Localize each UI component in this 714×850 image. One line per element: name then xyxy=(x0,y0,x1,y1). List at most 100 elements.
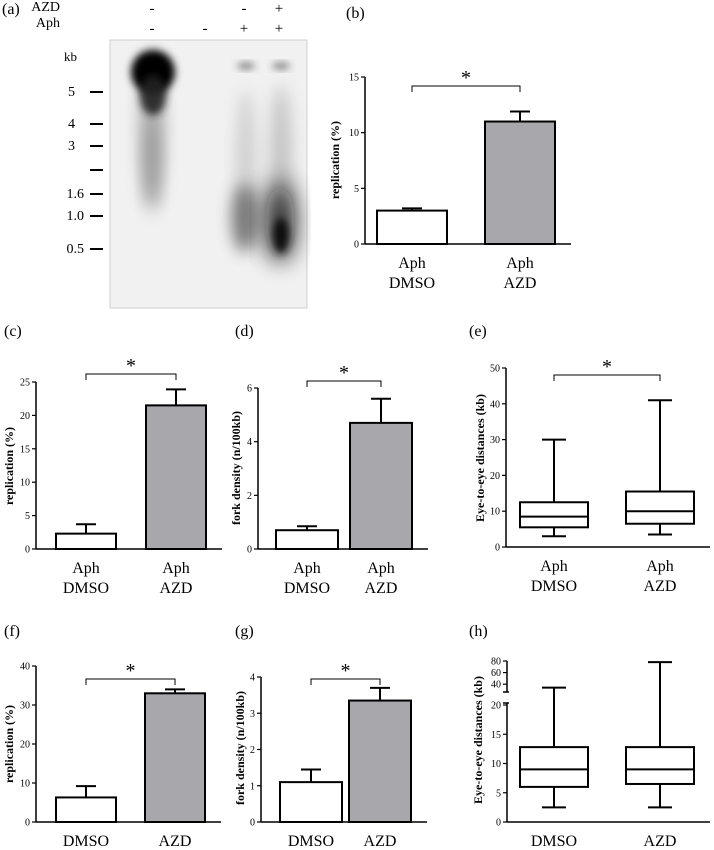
significance-bracket xyxy=(85,373,177,380)
panel-label: (c) xyxy=(4,323,22,340)
y-tick-label: 10 xyxy=(20,478,30,489)
bar xyxy=(145,404,207,550)
significance-star: * xyxy=(126,355,136,377)
y-tick-label: 40 xyxy=(20,662,30,673)
panel-label: (b) xyxy=(346,5,365,22)
y-tick-label: 30 xyxy=(20,701,30,712)
y-tick-label: 6 xyxy=(247,384,252,395)
y-tick-label: 0 xyxy=(25,818,30,829)
significance-star: * xyxy=(602,356,612,378)
y-tick-label: 60 xyxy=(491,668,501,679)
significance-star: * xyxy=(341,660,351,682)
box-iqr xyxy=(519,746,589,788)
y-tick-label: 20 xyxy=(490,471,500,482)
lane3-aph-sign: + xyxy=(240,21,248,37)
panel-a-gel-figure: (a) AZD Aph - - - - + + + kb 5 4 3 1.6 1… xyxy=(2,0,308,309)
significance-bracket xyxy=(310,678,381,685)
gel-unit-kb: kb xyxy=(64,49,77,64)
lane4-aph-sign: + xyxy=(275,21,283,37)
panel-b-replication-chart: (b) replication (%) 0 5 10 15 Aph DMSO Aph AZD * xyxy=(328,5,571,292)
y-tick-label: 3 xyxy=(250,709,255,720)
significance-bracket xyxy=(411,85,521,92)
y-axis-title: replication (%) xyxy=(2,427,16,505)
y-axis-title: replication (%) xyxy=(2,705,16,783)
x-category-label: AZD xyxy=(160,580,193,597)
panel-a-label: (a) xyxy=(2,1,20,18)
x-category-label: DMSO xyxy=(531,578,577,595)
y-tick-label: 2 xyxy=(247,491,252,502)
significance-bracket xyxy=(553,374,661,381)
box-iqr xyxy=(625,746,695,785)
y-axis-title: Eye-to-eye distances (kb) xyxy=(471,676,485,804)
panel-label: (h) xyxy=(469,623,488,640)
significance-star: * xyxy=(339,362,349,384)
panel-g-fork-density-chart: (g) fork density (n/100kb) 0 1 2 3 4 DMSO AZD * xyxy=(233,623,427,850)
significance-star: * xyxy=(126,660,136,682)
y-tick-label: 30 xyxy=(490,435,500,446)
panel-h-eye-to-eye-chart: (h) Eye-to-eye distances (kb) 0 5 10 15 20 4060… xyxy=(469,623,710,850)
bar xyxy=(55,796,117,823)
x-category-label: Aph xyxy=(162,560,190,577)
y-tick-label: 25 xyxy=(20,378,30,389)
x-category-label: Aph xyxy=(506,255,534,272)
lane2-aph-sign: - xyxy=(203,21,208,37)
y-tick-label: 50 xyxy=(490,364,500,375)
y-tick-label: 20 xyxy=(491,701,501,712)
panel-label: (d) xyxy=(235,323,254,340)
panel-label: (f) xyxy=(4,623,20,640)
x-category-label: AZD xyxy=(364,833,397,850)
significance-bracket xyxy=(85,678,176,685)
y-axis-title: fork density (n/100kb) xyxy=(233,691,247,805)
y-tick-label: 0 xyxy=(496,818,501,829)
y-tick-label: 0 xyxy=(354,240,359,251)
x-category-label: Aph xyxy=(540,558,568,575)
marker-5: 5 xyxy=(68,85,75,100)
bar xyxy=(376,209,448,246)
y-tick-label: 15 xyxy=(349,73,359,84)
x-category-label: AZD xyxy=(504,275,537,292)
marker-1-6: 1.6 xyxy=(67,187,85,202)
y-tick-label: 20 xyxy=(20,740,30,751)
box-iqr xyxy=(519,501,589,529)
box-iqr xyxy=(625,490,695,525)
panel-c-replication-chart: (c) replication (%) 0 5 10 15 20 25 Aph DMSO Aph AZ… xyxy=(2,323,222,597)
gel-row-label-aph: Aph xyxy=(36,16,60,31)
x-category-label: DMSO xyxy=(531,833,577,850)
bar xyxy=(144,692,206,823)
y-axis-title: Eye-to-eye distances (kb) xyxy=(473,394,487,522)
significance-star: * xyxy=(461,67,471,89)
y-tick-label: 15 xyxy=(491,730,501,741)
y-tick-label: 0 xyxy=(247,545,252,556)
x-category-label: DMSO xyxy=(389,275,435,292)
y-tick-label: 5 xyxy=(496,788,501,799)
panel-label: (g) xyxy=(235,623,254,640)
y-tick-label: 40 xyxy=(490,399,500,410)
y-tick-label: 10 xyxy=(349,128,359,139)
y-tick-label: 4 xyxy=(250,673,255,684)
y-tick-label: 10 xyxy=(490,507,500,518)
bar xyxy=(55,532,117,550)
x-category-label: DMSO xyxy=(288,833,334,850)
marker-4: 4 xyxy=(68,117,75,132)
bar xyxy=(348,699,412,823)
y-tick-label: 4 xyxy=(247,437,252,448)
lane1-aph-sign: - xyxy=(150,21,155,37)
x-category-label: AZD xyxy=(159,833,192,850)
gel-markers: 5 4 3 1.6 1.0 0.5 xyxy=(67,85,103,257)
bar xyxy=(275,529,339,551)
y-tick-label: 1 xyxy=(250,781,255,792)
panel-label: (e) xyxy=(469,323,487,340)
y-tick-label: 2 xyxy=(250,745,255,756)
significance-bracket xyxy=(306,380,382,387)
x-category-label: DMSO xyxy=(63,833,109,850)
y-tick-label: 5 xyxy=(25,511,30,522)
y-tick-label: 15 xyxy=(20,444,30,455)
lane3-azd-sign: - xyxy=(242,1,247,17)
x-category-label: AZD xyxy=(644,833,677,850)
y-tick-label: 10 xyxy=(20,779,30,790)
marker-3: 3 xyxy=(68,139,75,154)
y-tick-label: 0 xyxy=(250,818,255,829)
y-tick-label: 0 xyxy=(25,545,30,556)
x-category-label: Aph xyxy=(72,560,100,577)
bar xyxy=(349,421,413,550)
